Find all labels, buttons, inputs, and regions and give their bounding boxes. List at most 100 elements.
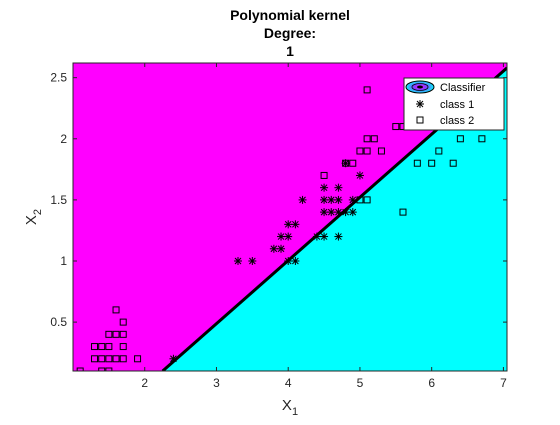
class-1-point (334, 232, 343, 241)
y-tick-label: 2 (60, 132, 67, 146)
class-2-point (392, 123, 400, 131)
class-2-point (105, 330, 113, 338)
y-tick-label: 1 (60, 254, 67, 268)
class-2-point (98, 343, 106, 351)
y-axis-label-sub: 2 (32, 209, 44, 215)
y-axis-label: X2 (23, 209, 44, 225)
x-tick-label: 5 (357, 376, 364, 390)
data-markers (76, 86, 486, 371)
class-2-point (377, 147, 385, 155)
class-1-point (348, 208, 357, 217)
class-1-point (355, 171, 364, 180)
class-1-point (320, 183, 329, 192)
class-2-point (363, 196, 371, 204)
class-2-point (435, 147, 443, 155)
class-2-point (356, 196, 364, 204)
class-2-point (363, 147, 371, 155)
y-tick-label: 2.5 (50, 71, 67, 85)
legend-square-marker (416, 116, 424, 124)
class-2-point (112, 306, 120, 314)
class-2-point (105, 367, 113, 371)
legend-label: Classifier (440, 82, 486, 94)
class-1-point (277, 244, 286, 253)
class-2-point (76, 367, 84, 371)
class-1-point (298, 195, 307, 204)
class-2-point (478, 135, 486, 143)
axes-box (72, 62, 508, 372)
class-2-point (105, 343, 113, 351)
class-2-point (342, 159, 350, 167)
x-tick-label: 6 (428, 376, 435, 390)
class-1-point (327, 195, 336, 204)
x-tick-label: 7 (500, 376, 507, 390)
x-tick-label: 3 (213, 376, 220, 390)
class-1-point (269, 244, 278, 253)
class-1-point (169, 354, 178, 363)
class-1-point (327, 208, 336, 217)
class-1-point (233, 257, 242, 265)
class-1-point (312, 232, 321, 241)
class-2-point (320, 171, 328, 179)
y-tick-label: 1.5 (50, 193, 67, 207)
chart-title: Polynomial kernel Degree: 1 (230, 7, 350, 59)
legend-asterisk-marker (416, 100, 424, 108)
class-1-point (334, 208, 343, 217)
legend-asterisk-icon (416, 100, 424, 108)
class-2-point (119, 355, 127, 363)
class-2-point (413, 159, 421, 167)
class-1-point (291, 257, 300, 265)
y-axis-ticks: 0.5 1 1.5 2 2.5 (50, 71, 507, 329)
title-line: Polynomial kernel (230, 7, 350, 23)
x-axis-label-main: X (282, 397, 292, 414)
y-axis-label-main: X (23, 215, 40, 225)
class-1-point (277, 232, 286, 241)
class-2-point (112, 330, 120, 338)
class-2-point (428, 159, 436, 167)
class-1-point (341, 208, 350, 217)
class-2-point (91, 355, 99, 363)
class-2-point (349, 159, 357, 167)
x-axis-label-sub: 1 (292, 406, 298, 418)
class-1-point (248, 257, 257, 265)
class-2-point (449, 159, 457, 167)
class-2-point (98, 355, 106, 363)
legend-label: class 1 (440, 99, 474, 111)
class-1-point (348, 195, 357, 204)
class-2-point (119, 318, 127, 326)
x-tick-label: 4 (285, 376, 292, 390)
class-2-point (98, 367, 106, 371)
class-2-point (91, 343, 99, 351)
class-2-point (363, 86, 371, 94)
class-1-point (320, 195, 329, 204)
x-tick-label: 2 (141, 376, 148, 390)
class-2-point (456, 135, 464, 143)
class-2-point (363, 135, 371, 143)
class-2-point (105, 355, 113, 363)
class-1-point (320, 232, 329, 241)
x-axis-ticks: 2 3 4 5 6 7 (141, 63, 507, 390)
class-1-point (284, 257, 293, 265)
class-2-point (370, 135, 378, 143)
class-1-point (291, 220, 300, 229)
legend-square-icon (416, 116, 424, 124)
class-2-point (119, 343, 127, 351)
class-1-point (284, 220, 293, 229)
legend-classifier-swatch (405, 80, 435, 94)
class-2-point (119, 330, 127, 338)
legend-label: class 2 (440, 115, 474, 127)
class-1-point (284, 232, 293, 241)
title-line: 1 (286, 43, 294, 59)
x-axis-label: X1 (282, 397, 298, 418)
class-1-point (320, 208, 329, 217)
class-1-point (334, 195, 343, 204)
class-1-point (334, 183, 343, 192)
class-2-point (356, 147, 364, 155)
class-2-point (134, 355, 142, 363)
y-tick-label: 0.5 (50, 315, 67, 329)
class-2-point (399, 208, 407, 216)
class-2-point (112, 355, 120, 363)
legend: Classifier class 1 class 2 (403, 77, 505, 131)
title-line: Degree: (264, 25, 316, 41)
